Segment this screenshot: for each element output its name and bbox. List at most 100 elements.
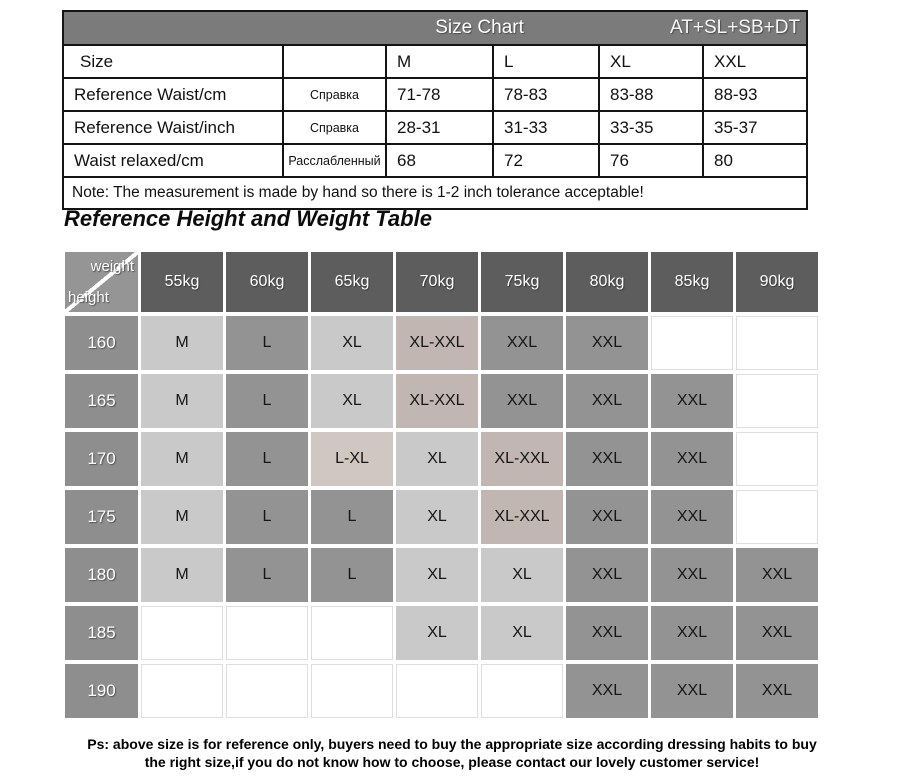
size-cell — [396, 664, 478, 718]
grid-row-185: 185 XL XL XXL XXL XXL — [65, 606, 818, 660]
table-row-size: Size M L XL XXL — [62, 44, 809, 79]
grid-header-row: weight height 55kg 60kg 65kg 70kg 75kg 8… — [65, 252, 818, 312]
size-cell — [651, 316, 733, 370]
tolerance-note: Note: The measurement is made by hand so… — [61, 176, 809, 210]
size-cell — [141, 606, 223, 660]
size-cell: M — [141, 316, 223, 370]
size-cell: M — [141, 374, 223, 428]
size-chart-table: Size Chart AT+SL+SB+DT Size M L XL XXL R… — [61, 10, 809, 210]
grid-row-180: 180 M L L XL XL XXL XXL XXL — [65, 548, 818, 602]
size-cell: XL — [396, 432, 478, 486]
size-cell — [481, 664, 563, 718]
cell-value: 35-37 — [701, 110, 809, 145]
size-cell: M — [141, 432, 223, 486]
size-cell: XXL — [651, 606, 733, 660]
size-cell — [736, 316, 818, 370]
size-cell: XL-XXL — [396, 374, 478, 428]
row-label: Waist relaxed/cm — [62, 143, 284, 178]
size-cell: L — [226, 374, 308, 428]
size-col-m: M — [385, 44, 494, 79]
table-row-waist-relaxed: Waist relaxed/cm Расслабленный 68 72 76 … — [62, 143, 809, 178]
size-cell: XXL — [566, 664, 648, 718]
size-cell: XXL — [651, 664, 733, 718]
size-cell: XL — [481, 548, 563, 602]
grid-row-175: 175 M L L XL XL-XXL XXL XXL — [65, 490, 818, 544]
row-label: Reference Waist/cm — [62, 77, 284, 112]
cell-value: 31-33 — [492, 110, 600, 145]
cell-value: 33-35 — [598, 110, 704, 145]
weight-header-85kg: 85kg — [651, 252, 733, 312]
row-sublabel — [282, 44, 387, 79]
row-sublabel: Справка — [282, 110, 387, 145]
corner-height-label: height — [68, 289, 109, 306]
size-cell: XXL — [566, 316, 648, 370]
footer-note: Ps: above size is for reference only, bu… — [0, 735, 904, 771]
size-cell: XL — [396, 606, 478, 660]
size-cell: XL — [481, 606, 563, 660]
size-cell: XXL — [566, 606, 648, 660]
size-cell: XXL — [736, 548, 818, 602]
size-cell: L — [311, 548, 393, 602]
size-cell — [311, 664, 393, 718]
size-cell — [226, 664, 308, 718]
cell-value: 76 — [598, 143, 704, 178]
weight-header-80kg: 80kg — [566, 252, 648, 312]
size-cell: XXL — [651, 374, 733, 428]
weight-header-90kg: 90kg — [736, 252, 818, 312]
row-sublabel: Справка — [282, 77, 387, 112]
size-cell: M — [141, 490, 223, 544]
cell-value: 83-88 — [598, 77, 704, 112]
size-cell: XXL — [566, 548, 648, 602]
size-cell: L — [226, 548, 308, 602]
weight-header-70kg: 70kg — [396, 252, 478, 312]
size-cell: XXL — [736, 606, 818, 660]
size-cell: L — [311, 490, 393, 544]
size-cell: XL-XXL — [481, 432, 563, 486]
size-cell — [311, 606, 393, 660]
cell-value: 88-93 — [701, 77, 809, 112]
height-header-190: 190 — [65, 664, 138, 718]
size-cell: XXL — [481, 316, 563, 370]
height-weight-table: weight height 55kg 60kg 65kg 70kg 75kg 8… — [62, 248, 821, 722]
height-header-180: 180 — [65, 548, 138, 602]
size-chart-title: Size Chart — [435, 17, 524, 38]
size-cell — [736, 432, 818, 486]
size-chart-header-row: Size Chart AT+SL+SB+DT — [61, 10, 809, 46]
size-cell: XL — [396, 548, 478, 602]
size-cell: XXL — [651, 490, 733, 544]
grid-row-190: 190 XXL XXL XXL — [65, 664, 818, 718]
corner-weight-label: weight — [90, 258, 134, 275]
size-chart-header: Size Chart AT+SL+SB+DT — [61, 10, 809, 46]
footer-note-line2: the right size,if you do not know how to… — [144, 754, 760, 770]
size-cell — [736, 490, 818, 544]
cell-value: 28-31 — [385, 110, 494, 145]
size-cell: XL — [396, 490, 478, 544]
size-cell: XXL — [736, 664, 818, 718]
size-cell: XXL — [566, 374, 648, 428]
size-cell: L-XL — [311, 432, 393, 486]
grid-row-165: 165 M L XL XL-XXL XXL XXL XXL — [65, 374, 818, 428]
cell-value: 71-78 — [385, 77, 494, 112]
cell-value: 80 — [701, 143, 809, 178]
weight-header-60kg: 60kg — [226, 252, 308, 312]
size-col-xxl: XXL — [701, 44, 809, 79]
size-cell: XXL — [651, 548, 733, 602]
height-weight-table-title: Reference Height and Weight Table — [64, 206, 432, 231]
size-cell: XL-XXL — [481, 490, 563, 544]
size-cell — [736, 374, 818, 428]
grid-row-170: 170 M L L-XL XL XL-XXL XXL XXL — [65, 432, 818, 486]
height-header-160: 160 — [65, 316, 138, 370]
weight-header-75kg: 75kg — [481, 252, 563, 312]
size-cell: XXL — [651, 432, 733, 486]
cell-value: 72 — [492, 143, 600, 178]
table-row-waist-cm: Reference Waist/cm Справка 71-78 78-83 8… — [62, 77, 809, 112]
height-header-185: 185 — [65, 606, 138, 660]
row-sublabel: Расслабленный — [282, 143, 387, 178]
size-cell: L — [226, 490, 308, 544]
size-cell: XL — [311, 374, 393, 428]
grid-row-160: 160 M L XL XL-XXL XXL XXL — [65, 316, 818, 370]
cell-value: 78-83 — [492, 77, 600, 112]
corner-cell: weight height — [65, 252, 138, 312]
table-row-waist-inch: Reference Waist/inch Справка 28-31 31-33… — [62, 110, 809, 145]
